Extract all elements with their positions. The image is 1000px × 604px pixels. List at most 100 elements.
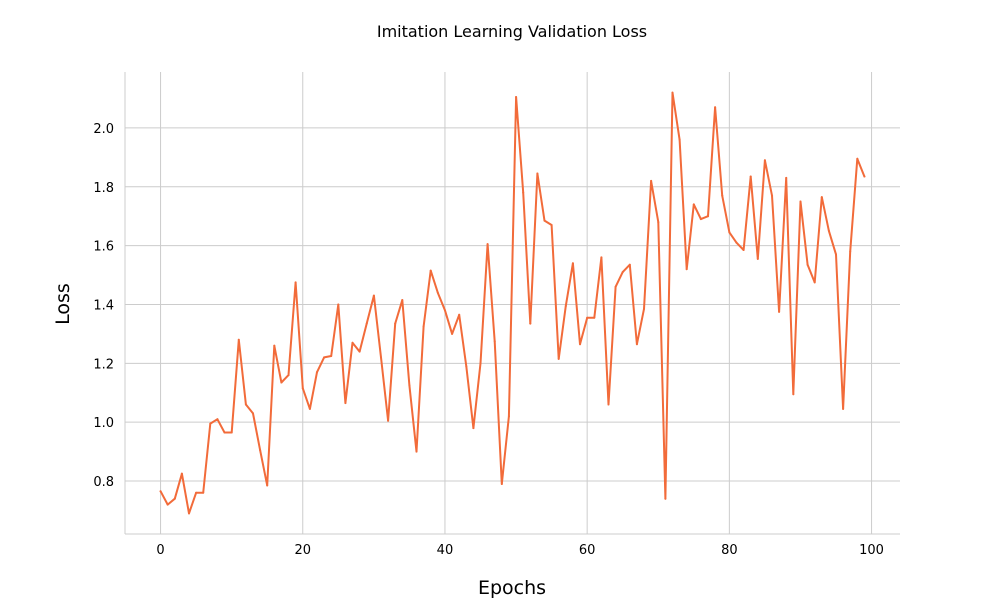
data-point <box>536 172 539 175</box>
axes <box>124 72 900 535</box>
data-point <box>230 431 233 434</box>
data-point <box>721 194 724 197</box>
data-point <box>515 96 518 99</box>
data-point <box>365 322 368 325</box>
data-point <box>237 338 240 341</box>
data-point <box>280 381 283 384</box>
data-point <box>628 263 631 266</box>
data-point <box>500 482 503 485</box>
data-point <box>763 159 766 162</box>
y-tick-label: 0.8 <box>93 475 114 490</box>
data-point <box>671 91 674 94</box>
data-point <box>315 371 318 374</box>
x-tick-label: 0 <box>156 543 164 558</box>
data-point <box>166 503 169 506</box>
data-point <box>429 269 432 272</box>
data-point <box>458 313 461 316</box>
y-tick-label: 1.4 <box>93 298 114 313</box>
data-point <box>664 497 667 500</box>
data-point <box>187 512 190 515</box>
data-point <box>372 294 375 297</box>
data-point <box>415 450 418 453</box>
data-point <box>820 196 823 199</box>
data-point <box>785 176 788 179</box>
data-point <box>173 497 176 500</box>
data-point <box>287 374 290 377</box>
data-point <box>529 322 532 325</box>
y-tick-label: 1.8 <box>93 181 114 196</box>
data-point <box>443 309 446 312</box>
data-point <box>273 344 276 347</box>
data-point <box>593 316 596 319</box>
x-tick-label: 100 <box>859 543 884 558</box>
data-point <box>813 281 816 284</box>
data-point <box>394 322 397 325</box>
data-point <box>849 250 852 253</box>
data-point <box>792 393 795 396</box>
gridlines <box>125 72 900 534</box>
data-point <box>835 253 838 256</box>
data-point <box>735 241 738 244</box>
data-point <box>180 472 183 475</box>
data-point <box>643 307 646 310</box>
data-point <box>607 403 610 406</box>
x-tick-label: 40 <box>437 543 454 558</box>
data-point <box>842 407 845 410</box>
data-point <box>451 332 454 335</box>
data-point <box>799 200 802 203</box>
data-point <box>742 249 745 252</box>
data-point <box>493 340 496 343</box>
data-point <box>557 357 560 360</box>
data-point <box>579 343 582 346</box>
data-point <box>571 262 574 265</box>
data-point <box>479 362 482 365</box>
data-point <box>337 303 340 306</box>
data-point <box>465 365 468 368</box>
data-point <box>635 343 638 346</box>
data-point <box>344 402 347 405</box>
data-point <box>856 157 859 160</box>
x-tick-label: 60 <box>579 543 596 558</box>
data-point <box>564 304 567 307</box>
data-point <box>522 191 525 194</box>
data-point <box>714 106 717 109</box>
data-point <box>323 356 326 359</box>
x-axis-label: Epochs <box>478 577 546 599</box>
y-tick-label: 1.6 <box>93 240 114 255</box>
y-tick-label: 2.0 <box>93 122 114 137</box>
data-point <box>692 203 695 206</box>
data-point <box>756 257 759 260</box>
data-point <box>614 285 617 288</box>
data-point <box>586 316 589 319</box>
y-axis-label: Loss <box>52 283 74 325</box>
data-point <box>195 491 198 494</box>
series-line <box>159 91 866 515</box>
chart-title: Imitation Learning Validation Loss <box>377 22 647 41</box>
data-point <box>330 354 333 357</box>
data-point <box>472 427 475 430</box>
data-point <box>436 291 439 294</box>
data-point <box>827 229 830 232</box>
data-point <box>244 403 247 406</box>
x-tick-label: 20 <box>294 543 311 558</box>
data-point <box>422 325 425 328</box>
data-point <box>550 224 553 227</box>
data-point <box>771 194 774 197</box>
data-point <box>209 422 212 425</box>
data-point <box>657 221 660 224</box>
series-layer <box>159 91 866 515</box>
data-point <box>358 350 361 353</box>
data-point <box>863 175 866 178</box>
data-point <box>379 356 382 359</box>
tick-labels: 0 20 40 60 80 100 0.8 1.0 1.2 1.4 1.6 1.8 2.0 <box>93 122 884 558</box>
y-tick-label: 1.2 <box>93 357 114 372</box>
data-point <box>387 419 390 422</box>
data-point <box>749 175 752 178</box>
data-point <box>707 215 710 218</box>
data-point <box>301 387 304 390</box>
data-point <box>408 384 411 387</box>
data-point <box>685 268 688 271</box>
data-point <box>159 490 162 493</box>
